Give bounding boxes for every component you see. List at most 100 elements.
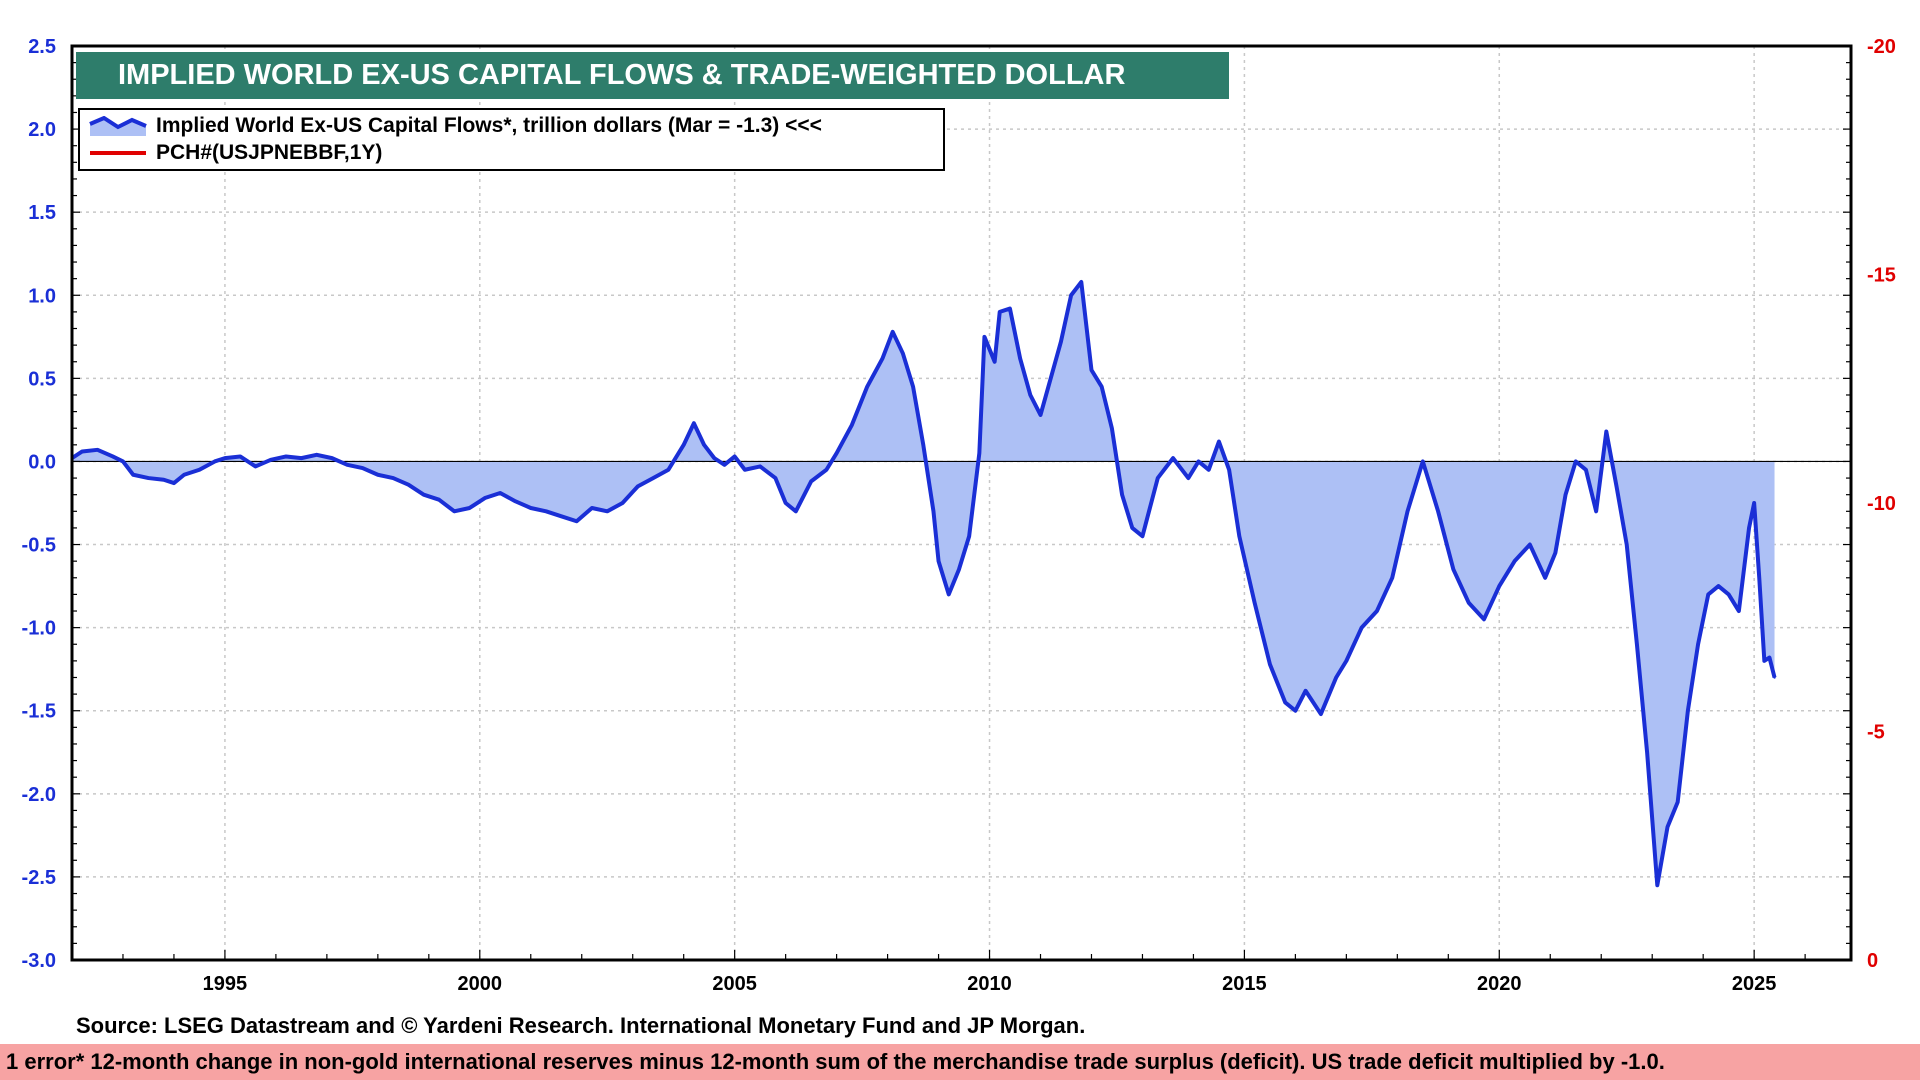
series-1-point — [809, 480, 813, 483]
series-1-point — [651, 476, 655, 480]
series-1-point — [881, 357, 884, 360]
series-1-point — [590, 506, 594, 510]
x-tick-label: 1995 — [203, 973, 248, 995]
series-1-point — [284, 455, 288, 458]
series-1-point — [743, 468, 747, 471]
x-tick-label: 2020 — [1477, 973, 1522, 995]
series-1-point — [998, 310, 1001, 314]
series-1-point — [254, 465, 257, 468]
legend-label-series-1: Implied World Ex-US Capital Flows*, tril… — [156, 114, 822, 137]
series-1-point — [1283, 701, 1287, 704]
series-1-point — [1564, 493, 1567, 496]
chart-title: IMPLIED WORLD EX-US CAPITAL FLOWS & TRAD… — [76, 52, 1229, 99]
series-1-point — [682, 443, 685, 447]
series-1-point — [131, 473, 135, 476]
series-1-point — [1304, 689, 1307, 692]
series-1-point — [560, 515, 563, 518]
series-1-point — [437, 498, 441, 501]
legend-entry-series-2: PCH#(USJPNEBBF,1Y) — [88, 140, 382, 166]
footnote: 1 error* 12-month change in non-gold int… — [0, 1044, 1920, 1080]
series-1-point — [96, 448, 99, 452]
series-1-point — [1513, 559, 1516, 563]
series-1-point — [575, 520, 578, 523]
right-tick-label: -10 — [1867, 493, 1896, 515]
left-tick-label: -2.5 — [22, 867, 56, 889]
series-1-point — [162, 478, 165, 481]
series-1-point — [1069, 294, 1073, 297]
series-1-area-fill — [72, 281, 1775, 886]
series-1-point — [932, 510, 935, 513]
series-1-point — [723, 463, 726, 466]
series-1-area — [72, 281, 1775, 886]
series-1-point — [1747, 526, 1751, 530]
left-tick-label: 2.5 — [28, 36, 56, 58]
series-1-point — [825, 468, 828, 471]
series-1-point — [1645, 751, 1649, 754]
series-1-point — [1707, 593, 1710, 596]
series-1-point — [544, 510, 548, 513]
series-1-point — [947, 593, 950, 596]
series-1-point — [1319, 712, 1323, 716]
series-1-point — [1253, 601, 1256, 604]
series-1-point — [1717, 584, 1720, 588]
series-1-point — [835, 451, 838, 455]
series-1-point — [1090, 368, 1093, 372]
left-axis-ticks: 2.5 2.0 1.5 1.0 0.5 0.0 -0.5 -1.0 -1.5 -2.0 -2.5 -3… — [22, 36, 56, 972]
series-1-point — [993, 360, 996, 363]
series-1-point — [468, 506, 471, 510]
series-1-point — [1406, 510, 1409, 513]
series-1-point — [1049, 377, 1052, 380]
series-1-line — [70, 279, 1777, 888]
legend-swatch-line-icon — [90, 151, 146, 155]
plot-frame — [70, 44, 1853, 962]
series-1-point — [1666, 825, 1669, 829]
series-1-point — [922, 443, 925, 447]
series-1-point — [330, 456, 334, 460]
series-1-point — [1594, 510, 1598, 513]
series-1-point — [901, 352, 905, 355]
series-1-point — [121, 460, 125, 463]
series-1-point — [636, 485, 640, 488]
series-1-point — [1676, 800, 1679, 804]
series-1-point — [1171, 456, 1175, 460]
left-tick-label: -1.0 — [22, 618, 56, 640]
series-1-point — [213, 460, 216, 463]
left-tick-label: -1.5 — [22, 701, 56, 723]
legend-entry-series-1: Implied World Ex-US Capital Flows*, tril… — [88, 113, 822, 139]
series-1-point — [1187, 476, 1190, 480]
x-tick-label: 2000 — [458, 973, 503, 995]
series-1-point — [1498, 584, 1501, 588]
series-1-point — [1686, 709, 1690, 712]
series-1-point — [978, 451, 981, 455]
series-1-point — [498, 491, 502, 495]
left-tick-label: -2.0 — [22, 784, 56, 806]
right-tick-label: 0 — [1867, 950, 1878, 972]
legend-swatch-area-icon — [89, 116, 147, 136]
series-1-point — [1141, 535, 1144, 538]
plot-border — [70, 44, 1853, 962]
series-1-point — [483, 496, 487, 500]
series-1-point — [1375, 609, 1379, 613]
right-tick-label: -15 — [1867, 265, 1896, 287]
series-1-point — [1763, 659, 1766, 663]
series-1-point — [529, 506, 532, 510]
series-1-point — [223, 456, 227, 460]
series-1-point — [774, 476, 777, 480]
series-1-point — [1110, 427, 1114, 430]
series-1-point — [407, 483, 410, 486]
series-1-point — [1436, 510, 1440, 513]
series-1-point — [391, 476, 395, 480]
left-tick-label: 0.5 — [28, 368, 56, 390]
series-1-point — [865, 385, 869, 388]
series-1-point — [1635, 643, 1639, 646]
series-1-point — [733, 455, 736, 458]
series-1-point — [1018, 357, 1022, 360]
left-tick-label: 1.5 — [28, 202, 56, 224]
series-1-point — [621, 501, 624, 505]
series-1-point — [300, 456, 303, 460]
series-1-point — [1727, 593, 1730, 596]
series-1-point — [1696, 643, 1700, 646]
series-1-point — [1768, 656, 1771, 659]
series-1-point — [346, 463, 349, 466]
